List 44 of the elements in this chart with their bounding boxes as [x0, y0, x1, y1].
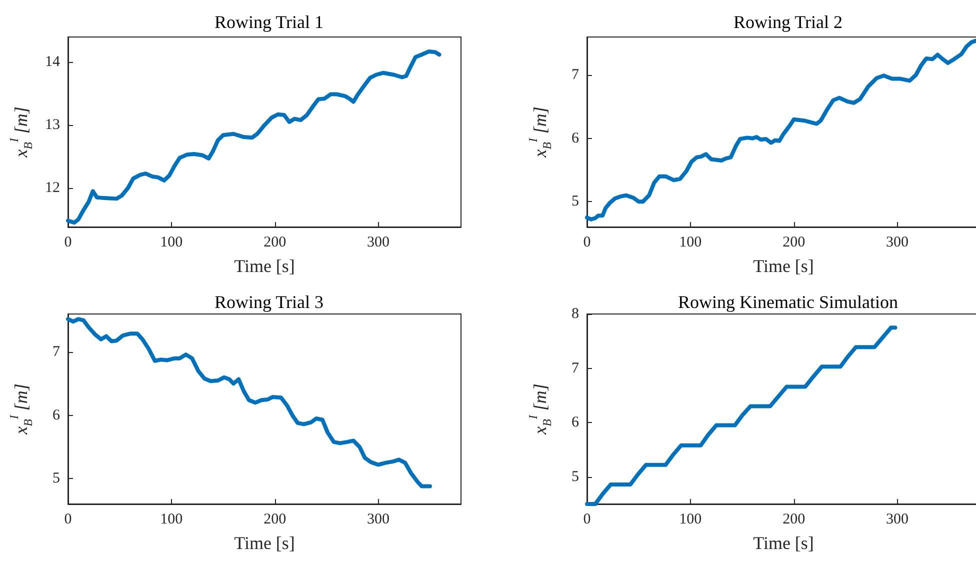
y-tick-label: 14 [45, 54, 60, 70]
x-tick-label: 300 [367, 234, 390, 250]
y-tick-label: 5 [572, 468, 579, 485]
x-axis-title: Time [s] [234, 256, 295, 276]
x-tick-label: 200 [264, 512, 286, 528]
y-tick-label: 7 [52, 344, 60, 360]
x-axis-title: Time [s] [234, 533, 295, 553]
x-tick-label: 100 [679, 512, 702, 528]
y-tick-label: 5 [572, 194, 579, 210]
x-tick-label: 300 [886, 512, 909, 528]
x-tick-label: 0 [583, 234, 591, 250]
x-axis-title: Time [s] [753, 256, 814, 276]
x-tick-label: 200 [782, 234, 806, 250]
x-tick-label: 200 [264, 234, 286, 250]
y-axis-title: xBI [m] [7, 384, 35, 436]
y-axis-title: xBI [m] [526, 106, 554, 158]
chart-title: Rowing Trial 2 [733, 12, 843, 32]
x-tick-label: 0 [64, 512, 72, 528]
x-tick-label: 300 [886, 234, 909, 250]
x-tick-label: 100 [679, 234, 702, 250]
line-series [66, 49, 442, 225]
x-tick-label: 100 [160, 512, 183, 528]
line-series [585, 326, 898, 506]
x-tick-label: 300 [367, 512, 390, 528]
y-tick-label: 6 [52, 407, 60, 424]
y-tick-label: 12 [45, 180, 60, 196]
x-tick-label: 100 [160, 234, 183, 250]
y-tick-label: 6 [572, 414, 580, 431]
y-tick-label: 6 [572, 130, 580, 146]
chart-title: Rowing Kinematic Simulation [678, 292, 898, 312]
x-axis-title: Time [s] [753, 533, 814, 553]
line-series [66, 317, 432, 488]
y-tick-label: 8 [572, 306, 579, 322]
chart-title: Rowing Trial 1 [214, 12, 324, 32]
y-tick-label: 7 [572, 67, 580, 83]
x-tick-label: 0 [583, 512, 591, 528]
x-tick-label: 0 [64, 234, 72, 250]
chart-title: Rowing Trial 3 [214, 292, 324, 312]
x-tick-label: 200 [782, 512, 806, 528]
y-axis-title: xBI [m] [7, 106, 35, 158]
y-tick-label: 13 [45, 117, 60, 134]
y-tick-label: 5 [52, 470, 60, 487]
y-tick-label: 7 [572, 360, 580, 376]
y-axis-title: xBI [m] [526, 384, 554, 436]
